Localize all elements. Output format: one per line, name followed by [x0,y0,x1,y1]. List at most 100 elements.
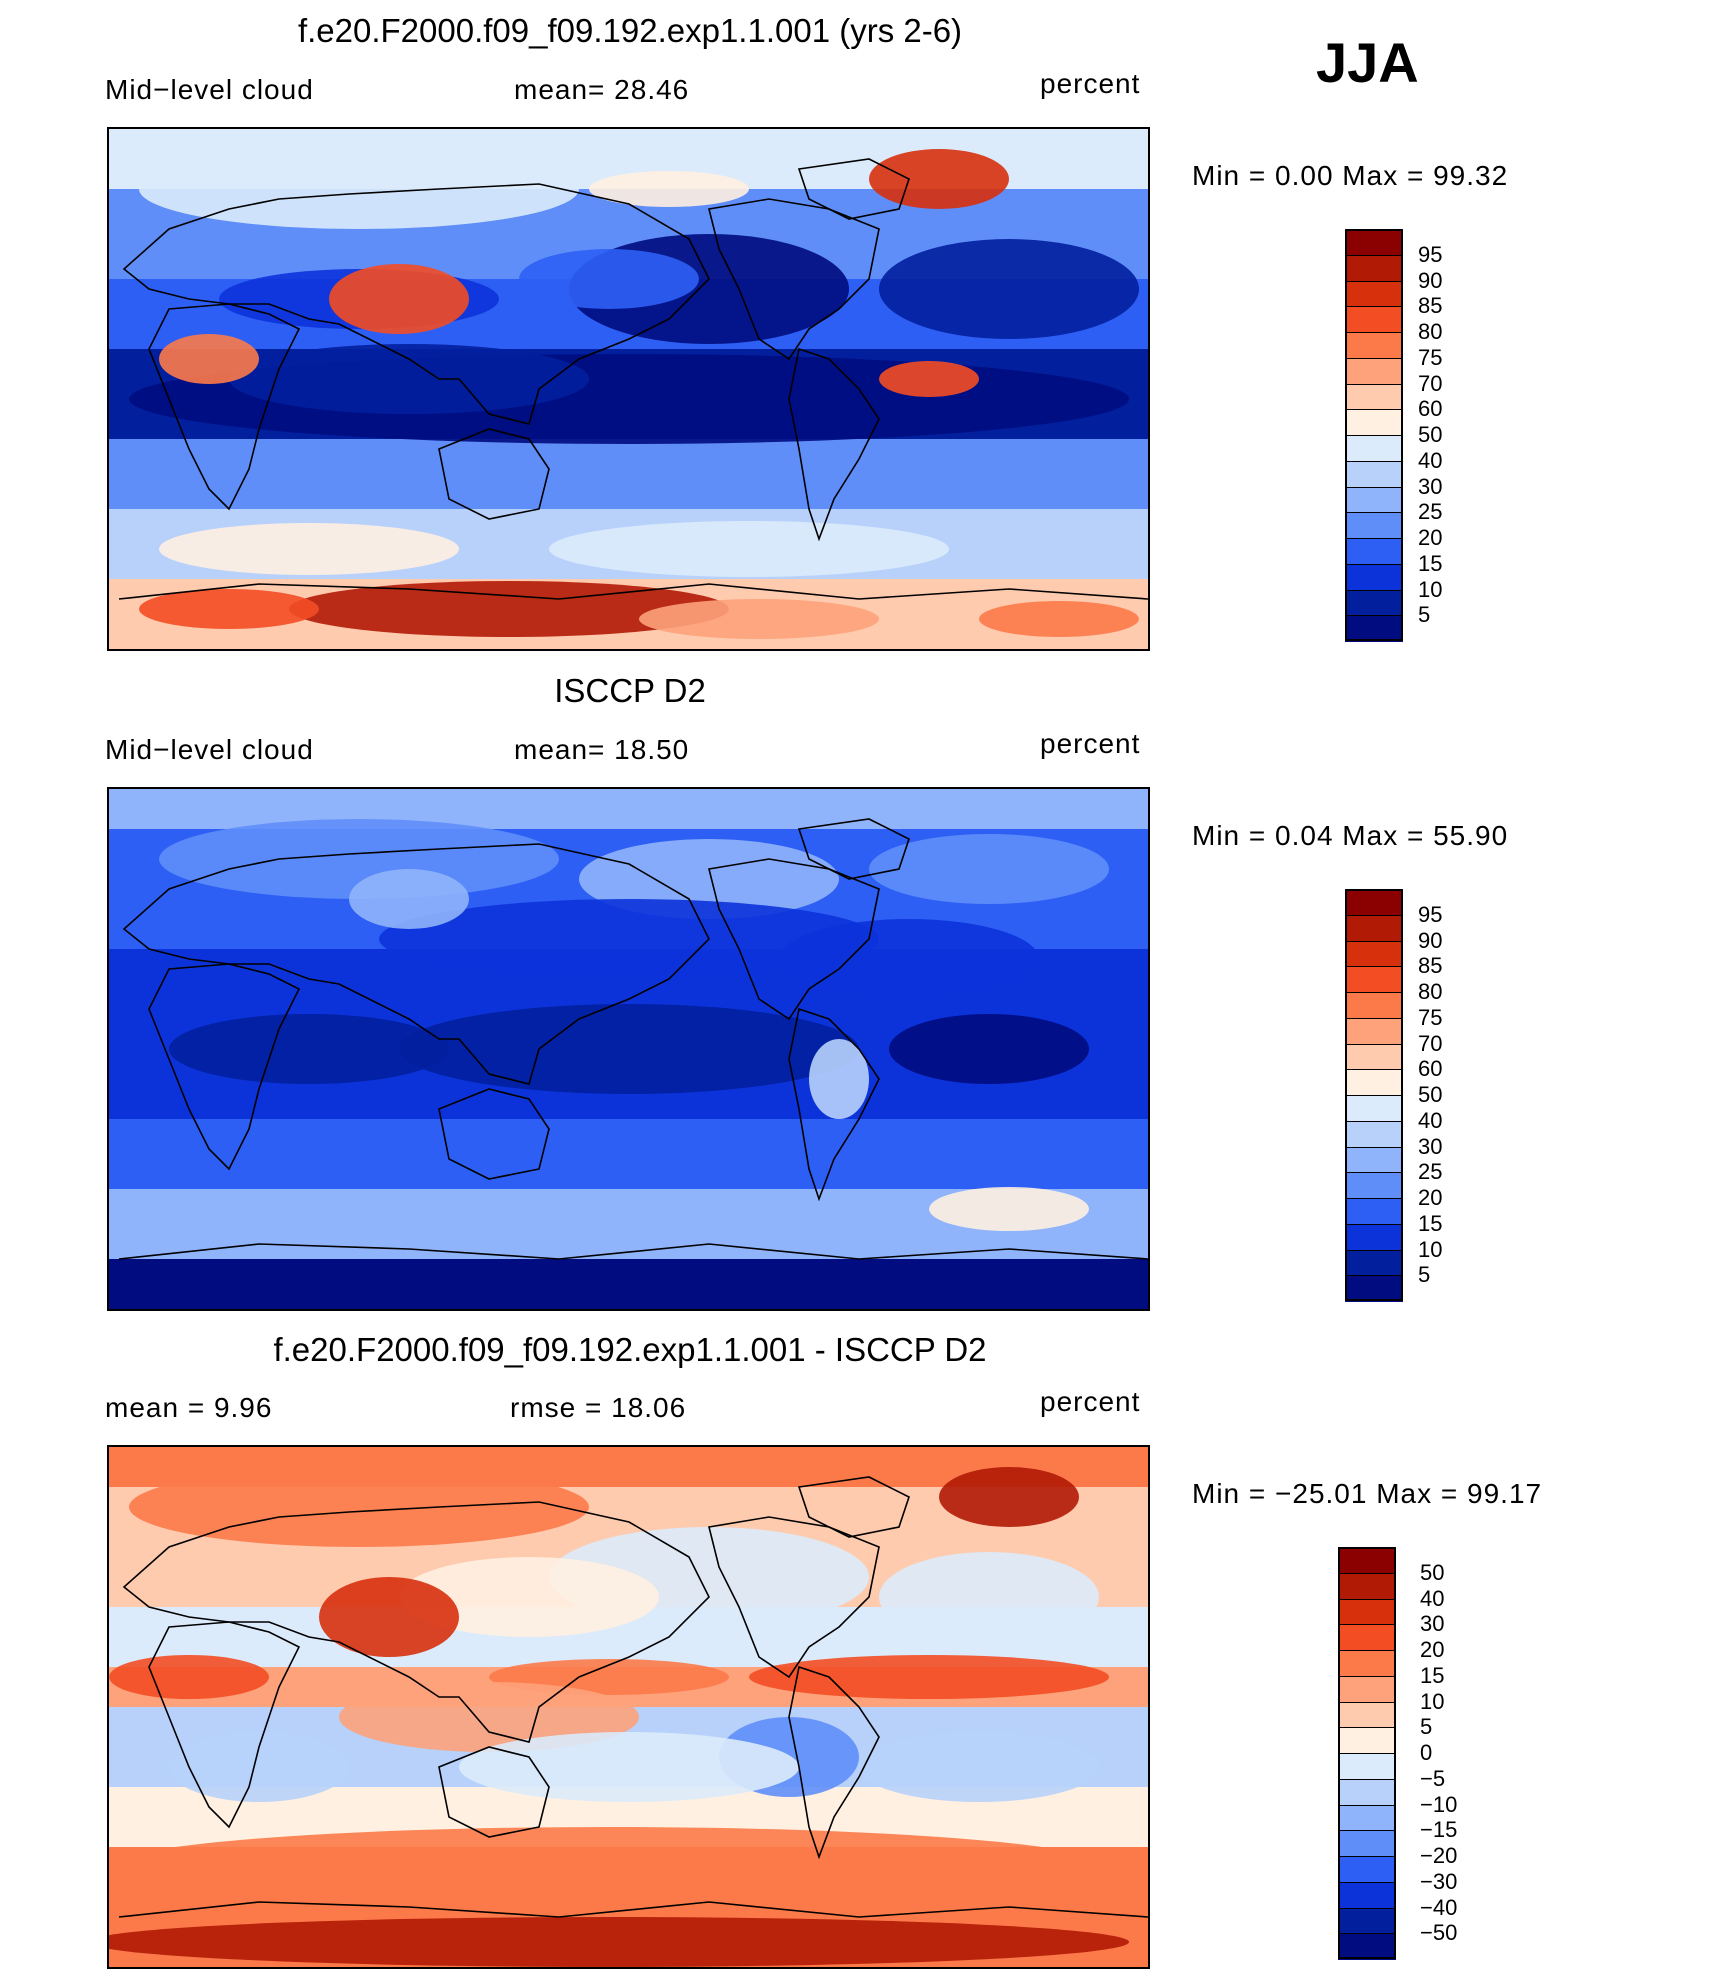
colorbar-tick-label: 0 [1420,1740,1433,1765]
colorbar-tick-label: 95 [1418,901,1443,927]
colorbar-tick-label: 50 [1420,1559,1445,1585]
colorbar-frame [1345,889,1403,1301]
colorbar-tick-label: 40 [1418,1107,1443,1133]
colorbar-tick-label: −30 [1420,1868,1458,1894]
colorbar-tick-label: 30 [1420,1611,1445,1637]
colorbar-swatch [1345,512,1403,539]
colorbar-swatch [1338,1675,1396,1702]
colorbar-frame [1345,229,1403,641]
panel-1-minmax: Min = 0.00 Max = 99.32 [1192,160,1509,191]
colorbar-tick-label: 95 [1418,241,1443,267]
colorbar-tick-label: 60 [1418,396,1443,422]
panel-3-map [107,1445,1150,1969]
colorbar-swatch [1345,409,1403,436]
colorbar-swatch [1345,563,1403,590]
panel-2-variable-label: Mid−level cloud [105,734,314,765]
colorbar-swatch [1338,1547,1396,1574]
colorbar-swatch [1338,1933,1396,1960]
panel-2-mean-label: mean= 18.50 [514,734,690,765]
colorbar-swatch [1338,1727,1396,1754]
panel-2-title: ISCCP D2 [554,672,706,709]
panel-2-minmax: Min = 0.04 Max = 55.90 [1192,820,1509,851]
colorbar-swatch [1345,280,1403,307]
colorbar-swatch [1345,538,1403,565]
season-label: JJA [1316,31,1419,94]
colorbar-swatch [1345,486,1403,513]
colorbar-tick-label: 20 [1420,1637,1445,1662]
colorbar-swatch [1345,357,1403,384]
colorbar-tick-label: 80 [1418,979,1443,1004]
colorbar-swatch [1345,914,1403,941]
colorbar-swatch [1338,1753,1396,1780]
panel-1-title: f.e20.F2000.f09_f09.192.exp1.1.001 (yrs … [297,12,963,49]
colorbar-swatch [1338,1598,1396,1625]
colorbar-tick-label: 85 [1418,293,1443,319]
colorbar-tick-label: 90 [1418,927,1443,953]
colorbar-swatch [1345,992,1403,1019]
colorbar-tick-label: 20 [1418,1185,1443,1210]
panel-1-units-label: percent [1040,68,1141,99]
colorbar-swatch [1338,1624,1396,1651]
panel-1-mean-label: mean= 28.46 [514,74,690,105]
colorbar-tick-label: 15 [1418,1210,1443,1236]
panel-1-colorbar: 95 90 85 80 75 70 60 50 40 30 25 20 15 10 5 [1345,229,1442,642]
colorbar-frame [1338,1547,1396,1959]
panel-1-map [107,127,1150,651]
colorbar-tick-label: 5 [1418,1262,1431,1288]
colorbar-tick-label: 20 [1418,525,1443,550]
colorbar-tick-label: 75 [1418,1004,1443,1030]
panel-3-mean-label: mean = 9.96 [105,1392,273,1423]
colorbar-swatch [1338,1572,1396,1599]
colorbar-swatch [1345,1120,1403,1147]
colorbar-swatch [1345,1249,1403,1276]
colorbar-tick-label: 25 [1418,1159,1443,1185]
colorbar-swatch [1345,1017,1403,1044]
colorbar-tick-label: 75 [1418,344,1443,370]
colorbar-swatch [1345,1095,1403,1122]
panel-2-units-label: percent [1040,728,1141,759]
colorbar-swatch [1345,1223,1403,1250]
colorbar-tick-label: 40 [1418,447,1443,473]
colorbar-tick-label: 5 [1420,1714,1433,1740]
colorbar-swatch [1338,1701,1396,1728]
colorbar-tick-label: 40 [1420,1585,1445,1611]
colorbar-tick-label: 30 [1418,1133,1443,1159]
colorbar-tick-label: 10 [1418,1236,1443,1262]
colorbar-swatch [1345,229,1403,256]
colorbar-swatch [1345,435,1403,462]
colorbar-swatch [1338,1804,1396,1831]
colorbar-tick-label: 85 [1418,953,1443,979]
colorbar-swatch [1338,1881,1396,1908]
colorbar-swatch [1345,966,1403,993]
colorbar-tick-label: 15 [1420,1662,1445,1688]
colorbar-tick-label: 10 [1420,1688,1445,1714]
colorbar-tick-label: −20 [1420,1843,1458,1868]
colorbar-swatch [1345,615,1403,642]
colorbar-tick-label: −40 [1420,1894,1458,1920]
colorbar-swatch [1345,1043,1403,1070]
colorbar-tick-label: 70 [1418,1030,1443,1056]
colorbar-swatch [1345,383,1403,410]
colorbar-tick-label: 5 [1418,602,1431,628]
colorbar-tick-label: 30 [1418,473,1443,499]
panel-2-colorbar: 95 90 85 80 75 70 60 50 40 30 25 20 15 10 5 [1345,889,1442,1302]
colorbar-tick-label: −5 [1420,1765,1446,1791]
colorbar-tick-label: 25 [1418,499,1443,525]
colorbar-swatch [1345,1275,1403,1302]
colorbar-tick-label: 15 [1418,550,1443,576]
colorbar-tick-label: 50 [1418,1082,1443,1107]
panel-3-minmax: Min = −25.01 Max = 99.17 [1192,1478,1543,1509]
colorbar-tick-label: 70 [1418,370,1443,396]
colorbar-tick-label: −10 [1420,1791,1458,1817]
colorbar-swatch [1345,1198,1403,1225]
colorbar-swatch [1338,1830,1396,1857]
colorbar-tick-label: 90 [1418,267,1443,293]
colorbar-swatch [1338,1856,1396,1883]
colorbar-swatch [1345,254,1403,281]
colorbar-tick-label: −15 [1420,1817,1458,1843]
colorbar-swatch [1345,1069,1403,1096]
colorbar-swatch [1345,332,1403,359]
colorbar-swatch [1345,460,1403,487]
colorbar-tick-label: 10 [1418,576,1443,602]
colorbar-swatch [1345,1146,1403,1173]
